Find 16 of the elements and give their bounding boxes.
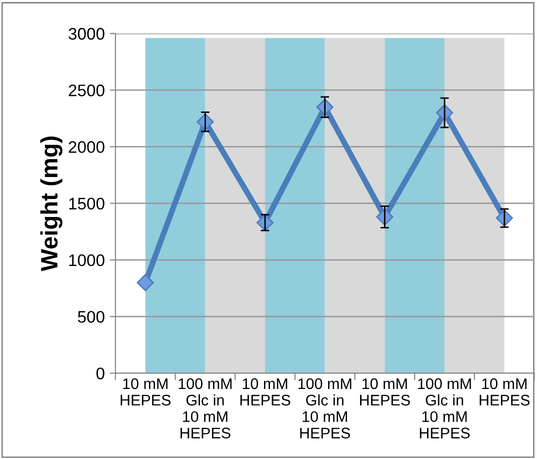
y-tick-label: 500 <box>78 310 104 323</box>
x-tick-label: 100 mM Glc in 10 mM HEPES <box>298 378 352 438</box>
x-tick-label: 100 mM Glc in 10 mM HEPES <box>418 378 471 438</box>
x-tick-label: 10 mM HEPES <box>360 378 410 406</box>
y-axis-title: Weight (mg) <box>40 136 62 272</box>
y-tick-label: 1500 <box>69 198 104 210</box>
y-tick-label: 1000 <box>69 254 104 266</box>
x-tick-label: 10 mM HEPES <box>480 378 530 406</box>
x-tick-label: 10 mM HEPES <box>240 378 290 406</box>
y-tick-label: 2000 <box>68 141 104 153</box>
x-tick-label: 100 mM Glc in 10 mM HEPES <box>178 378 232 438</box>
y-tick-label: 0 <box>96 368 104 380</box>
y-tick-label: 2500 <box>68 84 104 96</box>
y-tick-label: 3000 <box>68 28 104 40</box>
point <box>136 274 154 292</box>
x-tick-label: 10 mM HEPES <box>120 378 171 406</box>
